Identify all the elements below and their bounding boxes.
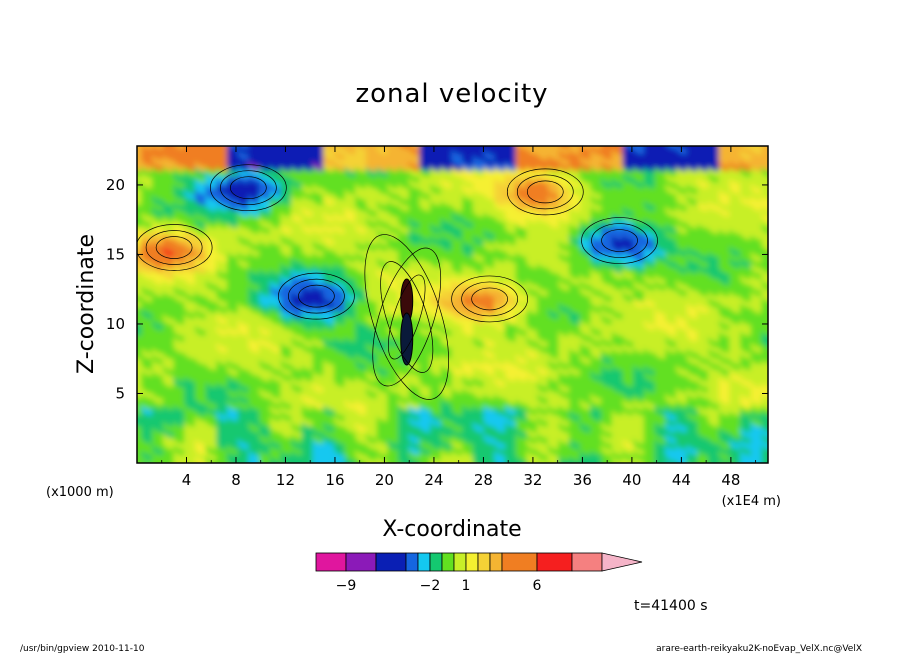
x-tick-label: 44 (672, 471, 691, 489)
x-tick-label: 32 (523, 471, 542, 489)
field-cell (137, 461, 147, 463)
field-cell (756, 461, 767, 463)
chart-title: zonal velocity (355, 79, 548, 109)
contour-line (364, 234, 449, 400)
x-tick-label: 16 (325, 471, 344, 489)
colorbar-segment (489, 552, 503, 572)
field-cell (745, 461, 757, 463)
contour-line (155, 236, 193, 259)
colorbar-segment (501, 552, 538, 572)
contour-line (288, 278, 345, 314)
colorbar-segment (345, 552, 377, 572)
x-tick-label: 8 (231, 471, 241, 489)
x-tick-label: 48 (721, 471, 740, 489)
contour-line (471, 287, 508, 311)
field-cell (120, 462, 142, 478)
colorbar-segment (375, 552, 407, 572)
field-cell (253, 461, 265, 463)
contour-line (298, 284, 335, 308)
y-axis-label: Z-coordinate (74, 234, 99, 374)
field-cell (499, 461, 511, 463)
contour-line (278, 272, 355, 320)
footer-left: /usr/bin/gpview 2010-11-10 (20, 644, 145, 654)
colorbar-segment (405, 552, 419, 572)
colorbar-segment (417, 552, 431, 572)
x-tick-label: 36 (573, 471, 592, 489)
colorbar-segment (441, 552, 455, 572)
field-cell (552, 461, 564, 463)
contour-line (581, 217, 658, 264)
field-cell (210, 461, 222, 463)
x-tick-label: 20 (375, 471, 394, 489)
contour-line (220, 170, 277, 206)
velocity-field (120, 146, 768, 478)
y-tick-label: 20 (106, 176, 125, 194)
field-cell (446, 461, 457, 463)
field-cell (456, 461, 468, 463)
contour-line (372, 247, 442, 387)
colorbar-label: −9 (336, 578, 357, 594)
colorbar-segment (465, 552, 479, 572)
field-cell (360, 461, 372, 463)
contour-line (210, 164, 287, 212)
colorbar-segment (571, 552, 603, 572)
colorbar-label: 1 (462, 578, 471, 594)
contour-line (137, 224, 213, 271)
colorbar-segment (315, 552, 347, 572)
field-cell (307, 461, 318, 463)
x-tick-label: 40 (622, 471, 641, 489)
colorbar-label: −2 (420, 578, 441, 594)
x-tick-label: 28 (474, 471, 493, 489)
contour-lines (137, 164, 658, 400)
contour-line (461, 281, 518, 317)
x-unit-left: (x1000 m) (46, 485, 114, 500)
y-tick-label: 5 (115, 384, 125, 402)
x-unit-right: (x1E4 m) (722, 494, 781, 509)
field-cell (146, 461, 158, 463)
plot-area (120, 146, 768, 478)
colorbar-segment (477, 552, 491, 572)
field-cell (200, 461, 212, 463)
contour-line (516, 174, 574, 210)
field-cell (403, 461, 415, 463)
field-cell (761, 146, 768, 155)
colorbar: −9 −2 1 6 (315, 552, 643, 594)
x-axis: 4 8 12 16 20 24 28 32 36 40 44 48 (161, 146, 757, 489)
x-tick-label: 4 (182, 471, 192, 489)
contour-line (451, 275, 528, 323)
field-cell (702, 461, 714, 463)
colorbar-label: 6 (533, 578, 542, 594)
field-cell (349, 461, 361, 463)
contour-line (387, 274, 426, 360)
contour-line (506, 168, 584, 216)
field-cell (606, 461, 618, 463)
y-tick-label: 10 (106, 315, 125, 333)
field-cell (649, 461, 661, 463)
colorbar-segment (453, 552, 467, 572)
contour-line (591, 223, 648, 258)
contour-line (145, 230, 203, 265)
colorbar-arrow (601, 552, 643, 572)
contour-line (601, 229, 638, 252)
field-cell (766, 462, 768, 463)
dipole-core (400, 312, 414, 366)
colorbar-segment (429, 552, 443, 572)
y-axis: 5 10 15 20 (106, 176, 768, 402)
y-tick-label: 15 (106, 245, 125, 263)
colorbar-segment (536, 552, 573, 572)
plot-frame (136, 145, 769, 464)
field-cell (157, 461, 169, 463)
contour-line (526, 180, 564, 204)
footer-right: arare-earth-reikyaku2K-noEvap_VelX.nc@Ve… (656, 644, 862, 654)
x-tick-label: 12 (276, 471, 295, 489)
field-cell (595, 461, 607, 463)
x-tick-label: 24 (424, 471, 443, 489)
time-label: t=41400 s (634, 598, 708, 614)
contour-line (230, 176, 267, 200)
x-axis-label: X-coordinate (382, 517, 521, 542)
contour-line (380, 261, 434, 373)
